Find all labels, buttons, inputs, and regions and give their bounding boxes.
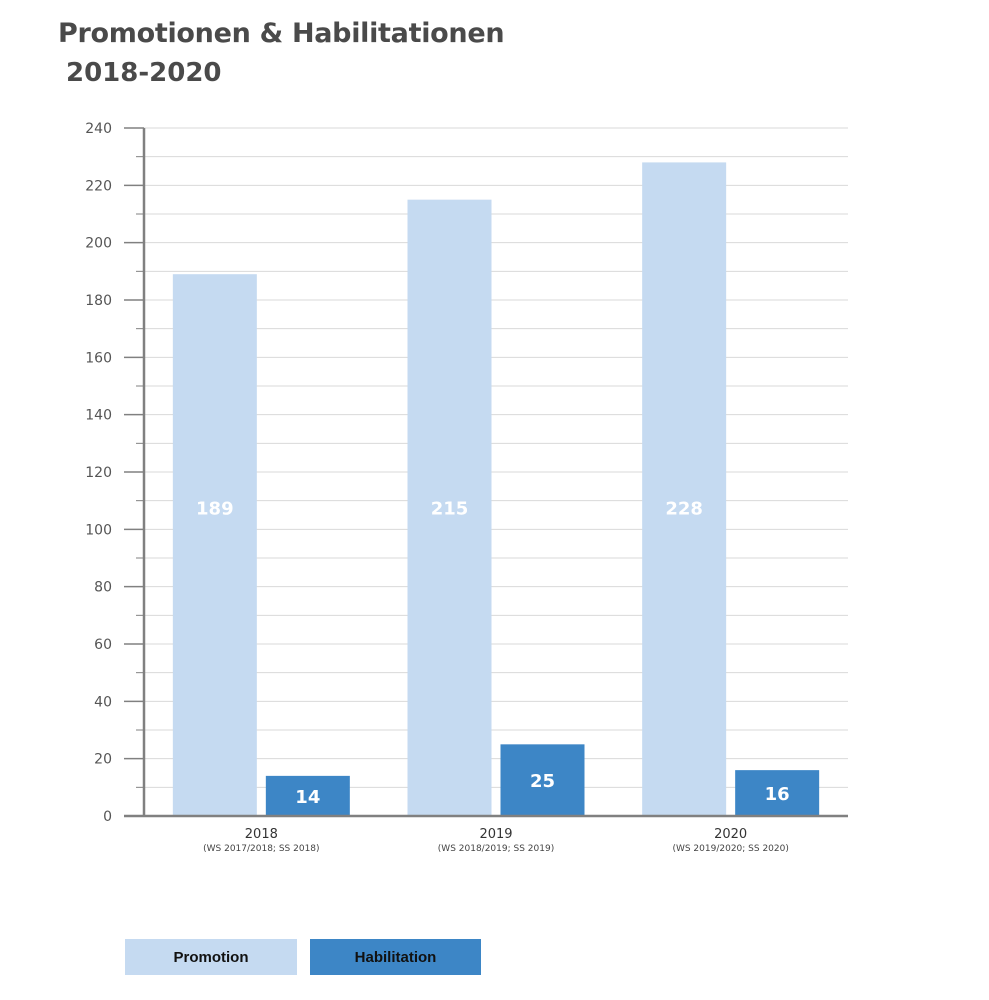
value-label-promotion-2018: 189 [196, 498, 234, 519]
y-tick-label: 120 [85, 465, 112, 481]
legend-label-promotion: Promotion [173, 948, 249, 966]
value-label-habilitation-2020: 16 [765, 784, 790, 805]
y-tick-label: 200 [85, 236, 112, 252]
y-tick-label: 40 [94, 694, 112, 710]
chart-subtitle: 2018-2020 [66, 58, 222, 88]
chart-title: Promotionen & Habilitationen [58, 18, 505, 49]
bar-promotion-2020 [642, 162, 727, 816]
y-axis-ticks: 0 20 40 60 80 100 120 140 160 180 200 220 240 [85, 121, 144, 825]
y-tick-label: 0 [103, 809, 112, 825]
x-category-label: 2020 [714, 827, 747, 842]
legend-label-habilitation: Habilitation [354, 948, 437, 966]
value-labels: 189 14 215 25 228 16 [196, 498, 790, 808]
x-category-label: 2019 [479, 827, 512, 842]
y-tick-label: 60 [94, 637, 112, 653]
y-tick-label: 140 [85, 408, 112, 424]
y-tick-label: 240 [85, 121, 112, 137]
y-tick-label: 20 [94, 752, 112, 768]
legend-promotion: Promotion [125, 939, 297, 975]
y-tick-label: 180 [85, 293, 112, 309]
value-label-promotion-2020: 228 [665, 498, 703, 519]
bar-promotion-2019 [407, 199, 492, 816]
bar-habilitation-2019 [500, 744, 585, 816]
bar-habilitation-2018 [265, 775, 350, 816]
x-category-sublabel: (WS 2017/2018; SS 2018) [203, 844, 319, 854]
value-label-habilitation-2019: 25 [530, 771, 555, 792]
x-axis-labels: 2018 (WS 2017/2018; SS 2018) 2019 (WS 2018/… [203, 827, 789, 854]
grid-lines [144, 127, 848, 788]
y-tick-label: 100 [85, 522, 112, 538]
bars [172, 162, 820, 816]
y-tick-label: 220 [85, 178, 112, 194]
bar-promotion-2018 [172, 274, 257, 816]
bar-chart: 0 20 40 60 80 100 120 140 160 180 200 220 240 189 14 2… [85, 121, 848, 854]
x-category-label: 2018 [245, 827, 278, 842]
x-category-sublabel: (WS 2018/2019; SS 2019) [438, 844, 554, 854]
legend-habilitation: Habilitation [310, 939, 481, 975]
x-category-sublabel: (WS 2019/2020; SS 2020) [672, 844, 788, 854]
value-label-habilitation-2018: 14 [295, 787, 320, 808]
bar-habilitation-2020 [735, 770, 820, 816]
y-tick-label: 160 [85, 350, 112, 366]
y-tick-label: 80 [94, 580, 112, 596]
value-label-promotion-2019: 215 [431, 498, 469, 519]
